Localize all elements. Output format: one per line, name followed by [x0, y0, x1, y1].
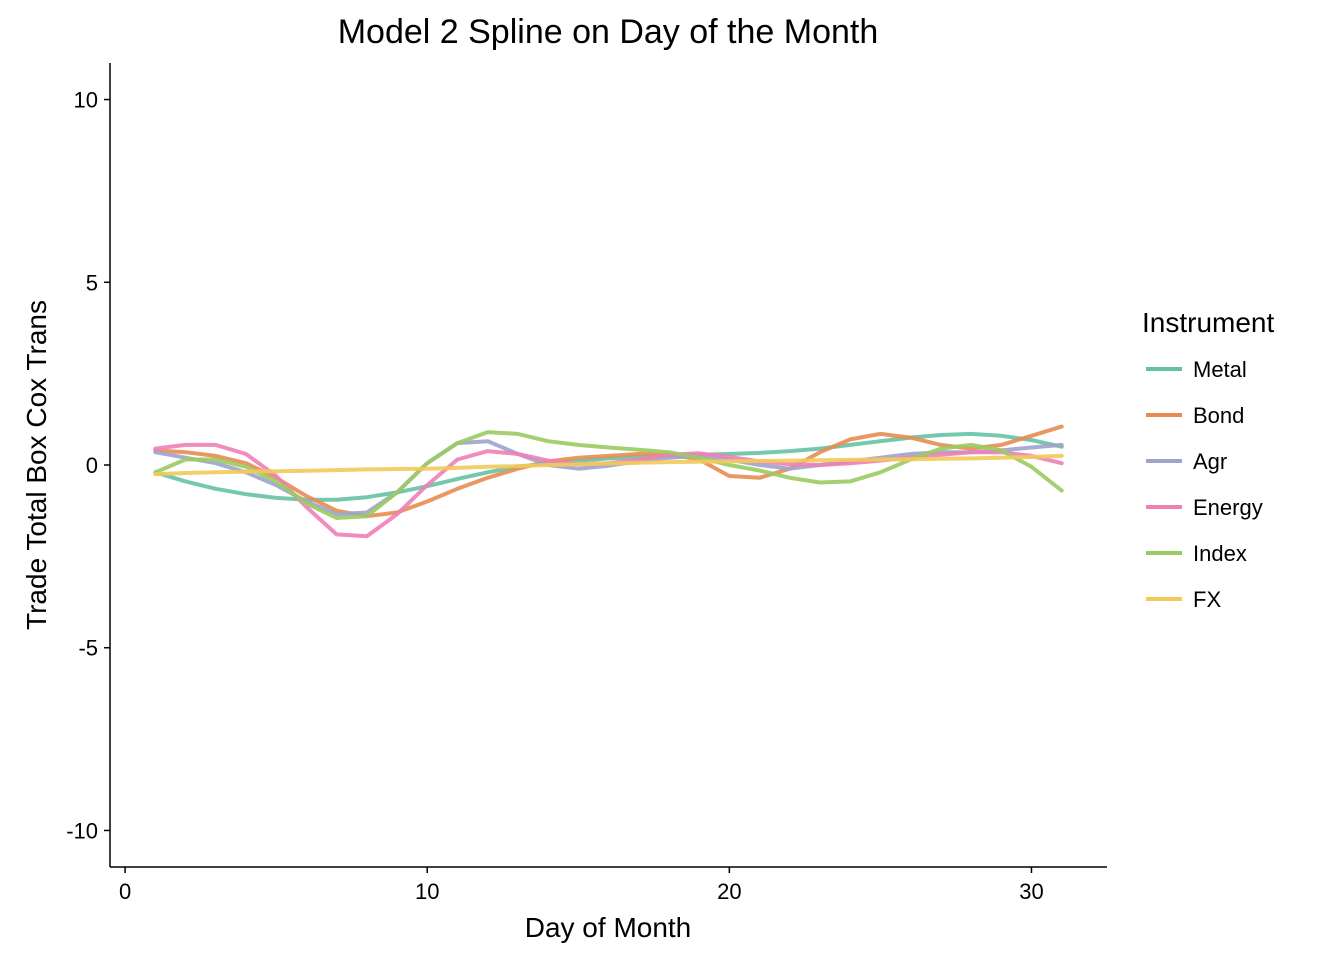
legend: Instrument Metal Bond Agr Energy Index FX — [1142, 307, 1274, 612]
y-axis-label: Trade Total Box Cox Trans — [21, 300, 52, 630]
legend-label: FX — [1193, 587, 1221, 612]
legend-items: Metal Bond Agr Energy Index FX — [1146, 357, 1263, 612]
legend-label: Agr — [1193, 449, 1227, 474]
y-axis-ticks: -10 -5 0 5 10 — [66, 88, 110, 843]
legend-item-fx: FX — [1146, 587, 1221, 612]
y-tick-label: 0 — [86, 453, 98, 478]
legend-label: Index — [1193, 541, 1247, 566]
x-axis-ticks: 0 10 20 30 — [119, 867, 1044, 904]
x-tick-label: 30 — [1019, 879, 1043, 904]
legend-item-energy: Energy — [1146, 495, 1263, 520]
legend-item-index: Index — [1146, 541, 1247, 566]
legend-label: Energy — [1193, 495, 1263, 520]
y-tick-label: 10 — [74, 88, 98, 113]
y-tick-label: -5 — [78, 636, 98, 661]
legend-label: Bond — [1193, 403, 1244, 428]
legend-label: Metal — [1193, 357, 1247, 382]
series-line-index — [153, 430, 1064, 520]
legend-item-bond: Bond — [1146, 403, 1244, 428]
series-line-fx — [153, 453, 1064, 477]
x-axis-label: Day of Month — [525, 912, 692, 943]
legend-title: Instrument — [1142, 307, 1274, 338]
legend-item-metal: Metal — [1146, 357, 1247, 382]
y-tick-label: -10 — [66, 818, 98, 843]
x-tick-label: 0 — [119, 879, 131, 904]
y-tick-label: 5 — [86, 270, 98, 295]
plot-area: -10 -5 0 5 10 0 10 20 30 — [66, 63, 1107, 904]
x-tick-label: 20 — [717, 879, 741, 904]
chart-title: Model 2 Spline on Day of the Month — [338, 13, 879, 51]
series-lines — [153, 424, 1064, 539]
series-line-bond — [153, 424, 1064, 519]
x-tick-label: 10 — [415, 879, 439, 904]
legend-item-agr: Agr — [1146, 449, 1227, 474]
